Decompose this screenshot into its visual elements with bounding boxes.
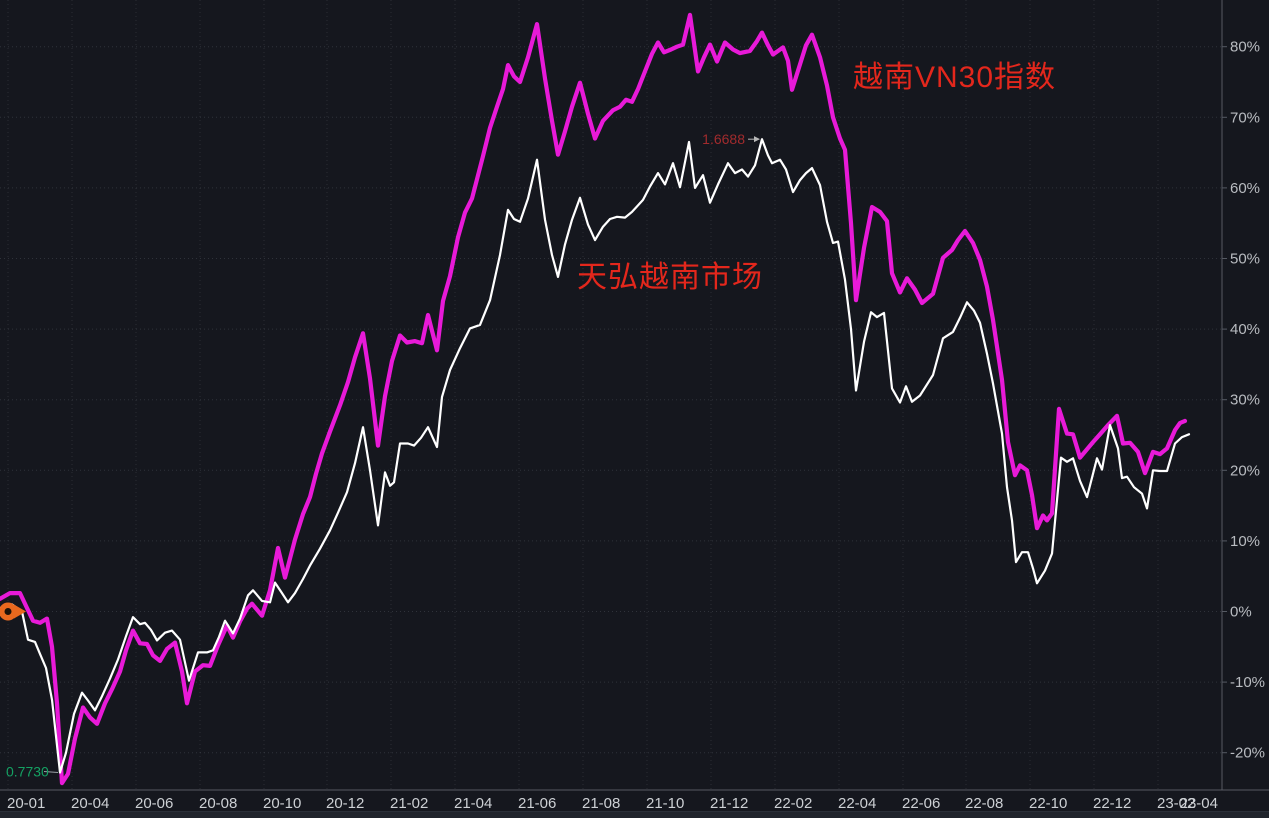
x-tick-label: 20-08 (199, 795, 237, 812)
x-tick-label: 22-10 (1029, 795, 1067, 812)
y-tick-label: 0% (1230, 604, 1252, 621)
bottom-scrollbar-track[interactable] (0, 811, 1269, 818)
y-tick-label: 30% (1230, 392, 1260, 409)
x-tick-label: 21-10 (646, 795, 684, 812)
x-tick-label: 23-02 (1157, 795, 1195, 812)
x-tick-label: 21-02 (390, 795, 428, 812)
y-tick-label: 60% (1230, 180, 1260, 197)
y-tick-label: 70% (1230, 109, 1260, 126)
low-annotation-line (43, 770, 59, 773)
x-tick-label: 21-08 (582, 795, 620, 812)
x-tick-label: 21-12 (710, 795, 748, 812)
x-tick-label: 20-10 (263, 795, 301, 812)
low-value-label: 0.7730 (6, 763, 49, 779)
y-tick-label: 50% (1230, 251, 1260, 268)
x-tick-label: 23-04 (1180, 795, 1218, 812)
x-tick-label: 21-04 (454, 795, 492, 812)
x-tick-label: 20-04 (71, 795, 109, 812)
x-tick-label: 20-12 (326, 795, 364, 812)
y-tick-label: 40% (1230, 321, 1260, 338)
y-tick-label: -20% (1230, 745, 1265, 762)
x-tick-label: 22-12 (1093, 795, 1131, 812)
x-tick-label: 22-02 (774, 795, 812, 812)
y-tick-label: 20% (1230, 462, 1260, 479)
tianhong-fund-line (0, 138, 1191, 774)
x-tick-label: 21-06 (518, 795, 556, 812)
start-marker-hole (4, 608, 12, 615)
x-tick-label: 22-06 (902, 795, 940, 812)
x-tick-label: 22-08 (965, 795, 1003, 812)
x-tick-label: 20-06 (135, 795, 173, 812)
y-tick-label: 80% (1230, 39, 1260, 56)
y-tick-label: 10% (1230, 533, 1260, 550)
x-tick-label: 22-04 (838, 795, 876, 812)
high-annotation-arrowhead (754, 136, 760, 143)
high-value-label: 1.6688 (702, 131, 745, 147)
y-tick-label: -10% (1230, 674, 1265, 691)
vn30-index-line (0, 12, 1188, 786)
x-tick-label: 20-01 (7, 795, 45, 812)
start-marker-arrow (14, 604, 26, 619)
